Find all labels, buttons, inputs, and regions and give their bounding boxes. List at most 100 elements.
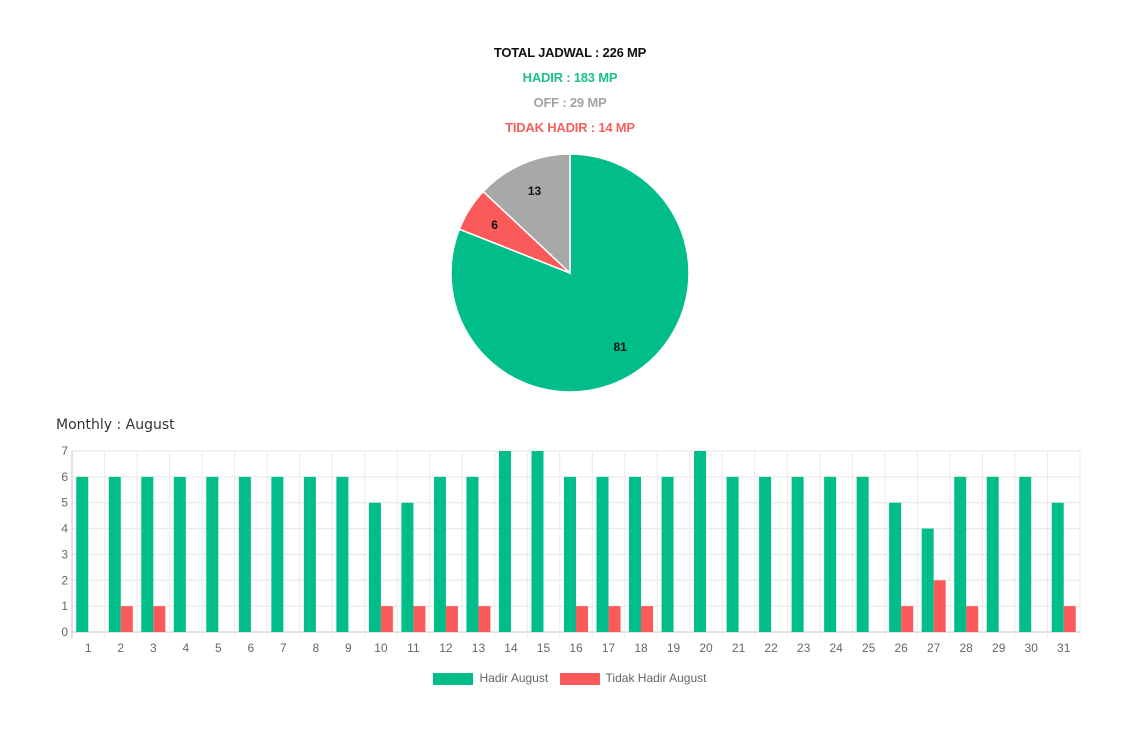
bar-hadir-day-19[interactable] xyxy=(661,476,674,632)
x-tick-label: 26 xyxy=(894,641,908,655)
legend-swatch-hadir xyxy=(433,672,474,685)
bar-hadir-day-21[interactable] xyxy=(726,476,739,632)
bar-hadir-day-10[interactable] xyxy=(368,502,381,632)
summary-block: TOTAL JADWAL : 226 MP HADIR : 183 MP OFF… xyxy=(0,40,1140,140)
y-tick-label: 4 xyxy=(61,522,68,536)
bar-hadir-day-16[interactable] xyxy=(564,476,576,632)
x-tick-label: 16 xyxy=(569,641,583,655)
x-tick-label: 27 xyxy=(927,641,941,655)
y-tick-label: 6 xyxy=(61,470,68,484)
x-tick-label: 5 xyxy=(215,641,222,655)
pie-slice-2[interactable] xyxy=(482,153,571,275)
legend-item-tidak-hadir[interactable]: Tidak Hadir August xyxy=(559,670,707,685)
bar-hadir-day-22[interactable] xyxy=(759,476,772,632)
y-tick-label: 2 xyxy=(61,573,68,587)
x-tick-label: 4 xyxy=(182,641,189,655)
x-tick-label: 17 xyxy=(602,641,616,655)
bar-hadir-day-3[interactable] xyxy=(141,476,154,632)
y-tick-label: 5 xyxy=(61,496,68,510)
total-jadwal-text: TOTAL JADWAL : 226 MP xyxy=(493,45,647,60)
x-tick-label: 24 xyxy=(829,641,843,655)
x-tick-label: 29 xyxy=(992,641,1006,655)
x-tick-label: 10 xyxy=(374,641,388,655)
legend-swatch-tidak-hadir xyxy=(559,672,600,685)
y-tick-label: 0 xyxy=(61,625,68,639)
bar-hadir-day-25[interactable] xyxy=(856,476,869,632)
x-tick-label: 20 xyxy=(699,641,713,655)
legend-label-hadir: Hadir August xyxy=(479,670,549,685)
bar-tidak-hadir-day-16[interactable] xyxy=(576,606,588,632)
bar-tidak-hadir-day-13[interactable] xyxy=(478,606,491,632)
x-tick-label: 15 xyxy=(537,641,551,655)
bar-tidak-hadir-day-18[interactable] xyxy=(641,606,654,632)
bar-tidak-hadir-day-10[interactable] xyxy=(380,606,393,632)
bar-tidak-hadir-day-31[interactable] xyxy=(1063,606,1076,632)
pie-data-label-0: 81 xyxy=(613,340,627,354)
pie-slice-0[interactable] xyxy=(450,153,690,393)
bar-hadir-day-29[interactable] xyxy=(986,476,999,632)
x-tick-label: 12 xyxy=(439,641,453,655)
bar-hadir-day-6[interactable] xyxy=(238,476,251,632)
x-tick-label: 13 xyxy=(472,641,486,655)
bar-hadir-day-24[interactable] xyxy=(824,476,837,632)
x-tick-label: 9 xyxy=(345,641,352,655)
x-tick-label: 23 xyxy=(797,641,811,655)
bar-hadir-day-28[interactable] xyxy=(954,476,967,632)
x-tick-label: 11 xyxy=(407,641,420,655)
x-tick-label: 7 xyxy=(280,641,287,655)
x-tick-label: 31 xyxy=(1057,641,1071,655)
bar-hadir-day-20[interactable] xyxy=(694,451,707,632)
bar-hadir-day-2[interactable] xyxy=(108,476,121,632)
attendance-pie-chart: 81 6 13 xyxy=(450,153,690,393)
bar-hadir-day-26[interactable] xyxy=(889,502,902,632)
x-tick-label: 2 xyxy=(117,641,124,655)
hadir-text: HADIR : 183 MP xyxy=(522,70,618,85)
bar-hadir-day-12[interactable] xyxy=(433,476,446,632)
bar-legend: Hadir August Tidak Hadir August xyxy=(0,670,1140,685)
x-tick-label: 18 xyxy=(634,641,648,655)
legend-item-hadir[interactable]: Hadir August xyxy=(433,671,548,685)
bar-hadir-day-17[interactable] xyxy=(596,476,609,632)
y-tick-label: 7 xyxy=(61,444,68,458)
legend-label-tidak-hadir: Tidak Hadir August xyxy=(605,670,707,685)
bar-hadir-day-11[interactable] xyxy=(401,502,414,632)
bar-hadir-day-18[interactable] xyxy=(629,476,642,632)
bar-tidak-hadir-day-26[interactable] xyxy=(901,606,914,632)
bar-hadir-day-14[interactable] xyxy=(498,451,511,632)
bar-hadir-day-31[interactable] xyxy=(1051,502,1064,632)
bar-tidak-hadir-day-12[interactable] xyxy=(445,606,458,632)
x-tick-label: 30 xyxy=(1025,641,1039,655)
y-tick-label: 1 xyxy=(61,599,68,613)
x-tick-label: 3 xyxy=(150,641,157,655)
bar-hadir-day-5[interactable] xyxy=(206,476,219,632)
bar-tidak-hadir-day-17[interactable] xyxy=(608,606,621,632)
x-tick-label: 1 xyxy=(85,641,92,655)
monthly-title: Monthly : August xyxy=(56,417,175,433)
x-tick-label: 22 xyxy=(764,641,778,655)
bar-hadir-day-27[interactable] xyxy=(921,528,934,632)
bar-tidak-hadir-day-11[interactable] xyxy=(413,606,426,632)
x-tick-label: 21 xyxy=(732,641,746,655)
bar-hadir-day-15[interactable] xyxy=(531,451,544,632)
x-tick-label: 19 xyxy=(667,641,681,655)
x-tick-label: 8 xyxy=(313,641,320,655)
bar-hadir-day-9[interactable] xyxy=(336,476,349,632)
bar-tidak-hadir-day-28[interactable] xyxy=(966,606,979,632)
x-tick-label: 25 xyxy=(862,641,876,655)
bar-hadir-day-23[interactable] xyxy=(791,476,804,632)
bar-tidak-hadir-day-27[interactable] xyxy=(933,580,946,632)
bar-tidak-hadir-day-3[interactable] xyxy=(153,606,166,632)
y-tick-label: 3 xyxy=(61,547,68,561)
bar-hadir-day-4[interactable] xyxy=(173,476,186,632)
bar-hadir-day-8[interactable] xyxy=(303,476,316,632)
bar-hadir-day-30[interactable] xyxy=(1019,476,1032,632)
x-tick-label: 6 xyxy=(247,641,254,655)
bar-hadir-day-1[interactable] xyxy=(76,476,89,632)
off-text: OFF : 29 MP xyxy=(533,95,607,110)
bar-tidak-hadir-day-2[interactable] xyxy=(120,606,133,632)
pie-data-label-1: 6 xyxy=(491,218,498,232)
bar-hadir-day-7[interactable] xyxy=(271,476,284,632)
bar-hadir-day-13[interactable] xyxy=(466,476,479,632)
pie-data-label-2: 13 xyxy=(528,184,542,198)
